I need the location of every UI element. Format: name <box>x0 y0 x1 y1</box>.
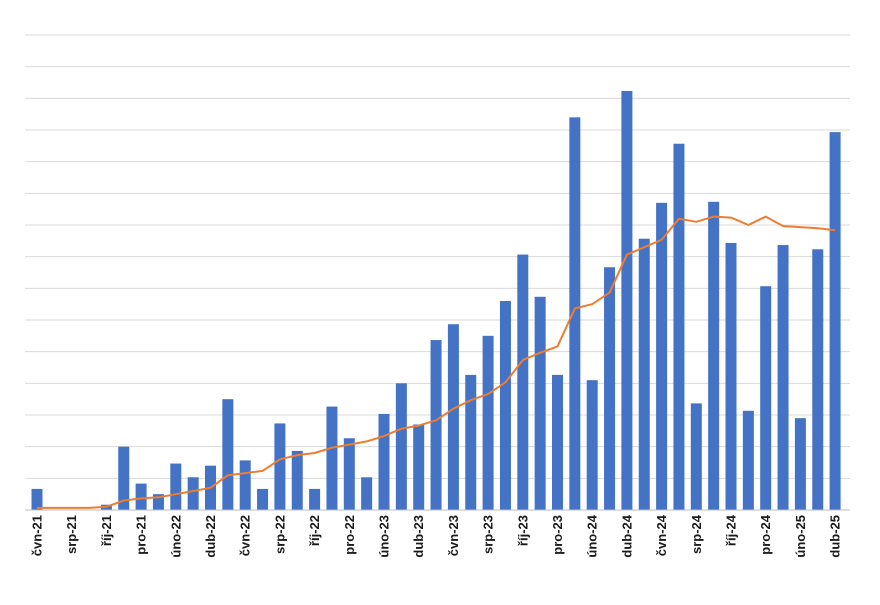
bar-čvc-23 <box>465 374 477 510</box>
x-tick-label: srp-23 <box>481 515 496 554</box>
bar-čvn-21 <box>31 488 43 510</box>
bar-čvc-24 <box>673 143 685 510</box>
bar-bře-22 <box>187 477 199 510</box>
x-tick-label: dub-24 <box>619 514 634 557</box>
bar-úno-22 <box>170 463 182 510</box>
bar-zář-22 <box>291 450 303 510</box>
x-tick-label: říj-23 <box>515 515 530 546</box>
bar-čvn-23 <box>447 324 459 510</box>
bar-čvn-24 <box>656 202 668 511</box>
x-tick-label: dub-23 <box>411 515 426 558</box>
bar-led-22 <box>152 494 164 510</box>
bar-kvě-22 <box>222 399 234 510</box>
bar-led-23 <box>361 477 373 510</box>
bar-led-25 <box>777 245 789 511</box>
bar-dub-24 <box>621 90 633 510</box>
x-tick-label: čvn-24 <box>654 514 669 556</box>
bar-lis-22 <box>326 406 338 510</box>
bar-dub-25 <box>829 132 841 510</box>
x-tick-label: úno-22 <box>168 515 183 558</box>
bar-úno-25 <box>794 418 806 510</box>
x-tick-label: úno-23 <box>377 515 392 558</box>
x-tick-label: srp-21 <box>64 515 79 554</box>
x-tick-label: dub-22 <box>203 515 218 558</box>
bar-pro-24 <box>760 286 772 510</box>
bar-zář-23 <box>499 301 511 510</box>
x-tick-label: pro-24 <box>758 514 773 555</box>
bar-bře-23 <box>395 383 407 510</box>
x-tick-label: pro-22 <box>342 515 357 555</box>
bar-lis-23 <box>534 296 546 510</box>
x-tick-label: dub-25 <box>828 515 843 558</box>
bar-dub-23 <box>413 424 425 510</box>
bar-bře-25 <box>812 249 824 510</box>
bar-srp-22 <box>274 423 286 510</box>
bar-lis-24 <box>742 410 754 510</box>
bar-pro-22 <box>343 438 355 510</box>
x-tick-label: říj-24 <box>724 514 739 546</box>
x-tick-label: pro-21 <box>134 515 149 555</box>
bar-říj-22 <box>309 488 321 510</box>
bar-zář-24 <box>708 201 720 510</box>
bar-led-24 <box>569 117 581 510</box>
x-tick-label: úno-25 <box>793 515 808 558</box>
x-tick-label: čvn-22 <box>238 515 253 556</box>
bar-srp-24 <box>690 403 702 510</box>
trend-line <box>37 215 836 509</box>
bar-říj-23 <box>517 254 529 510</box>
bar-úno-23 <box>378 413 390 510</box>
x-tick-label: říj-21 <box>99 515 114 546</box>
x-tick-label: čvn-21 <box>30 515 45 556</box>
bar-lis-21 <box>118 446 130 510</box>
x-tick-label: srp-24 <box>689 514 704 554</box>
bar-úno-24 <box>586 380 598 510</box>
x-tick-labels: čvn-21 srp-21 říj-21 pro-21 úno-22 dub-22 čvn-… <box>30 514 843 557</box>
x-tick-label: čvn-23 <box>446 515 461 556</box>
x-tick-label: říj-22 <box>307 515 322 546</box>
bar-srp-23 <box>482 335 494 510</box>
x-tick-label: úno-24 <box>585 514 600 557</box>
x-tick-label: pro-23 <box>550 515 565 555</box>
bar-říj-24 <box>725 242 737 510</box>
bar-pro-23 <box>552 374 563 510</box>
bar-čvc-22 <box>257 488 269 510</box>
x-tick-label: srp-22 <box>272 515 287 554</box>
bar-čvn-22 <box>239 460 251 510</box>
bar-kvě-23 <box>430 340 442 510</box>
bar-kvě-24 <box>638 238 650 510</box>
bar-pro-21 <box>135 483 147 510</box>
bar-bře-24 <box>604 267 616 510</box>
